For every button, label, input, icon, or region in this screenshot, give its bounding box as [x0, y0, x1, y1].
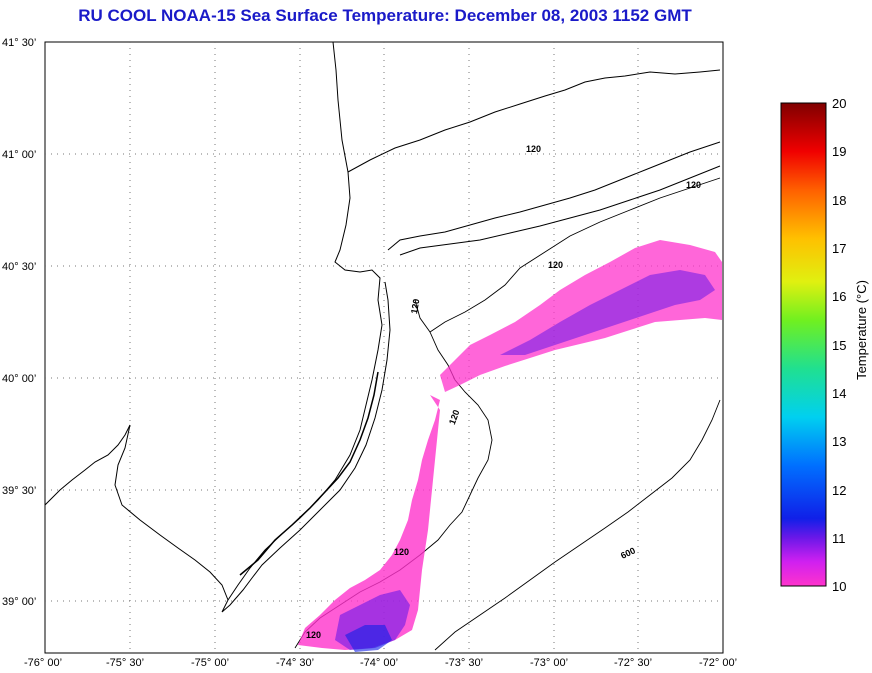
svg-text:120: 120: [394, 547, 409, 557]
svg-text:-73° 30’: -73° 30’: [445, 657, 483, 669]
lat-labels: 41° 30’ 41° 00’ 40° 30’ 40° 00’ 39° 30’ …: [2, 37, 36, 608]
svg-text:120: 120: [447, 408, 462, 426]
svg-text:-74° 00’: -74° 00’: [360, 657, 398, 669]
svg-text:11: 11: [832, 531, 846, 546]
svg-text:40° 00’: 40° 00’: [2, 373, 36, 385]
sst-data: [298, 240, 722, 652]
coastline: [45, 42, 721, 613]
svg-text:-73° 00’: -73° 00’: [530, 657, 568, 669]
svg-text:120: 120: [409, 298, 421, 315]
colorbar-ticks: 20 19 18 17 16 15 14 13 12 11 10: [832, 96, 846, 594]
sst-patch-shelf: [298, 395, 440, 650]
svg-text:17: 17: [832, 241, 846, 256]
sst-patch-shelf-cold: [345, 625, 392, 652]
svg-text:120: 120: [306, 630, 321, 640]
svg-text:39° 00’: 39° 00’: [2, 596, 36, 608]
svg-text:39° 30’: 39° 30’: [2, 485, 36, 497]
svg-text:40° 30’: 40° 30’: [2, 261, 36, 273]
svg-text:18: 18: [832, 193, 846, 208]
colorbar-label: Temperature (°C): [854, 280, 869, 380]
svg-text:12: 12: [832, 483, 846, 498]
svg-text:19: 19: [832, 144, 846, 159]
colorbar-scale: [780, 102, 827, 587]
svg-text:-74° 30’: -74° 30’: [276, 657, 314, 669]
svg-text:10: 10: [832, 579, 846, 594]
svg-text:16: 16: [832, 289, 846, 304]
svg-text:-76° 00’: -76° 00’: [24, 657, 62, 669]
svg-text:20: 20: [832, 96, 846, 111]
svg-text:15: 15: [832, 338, 846, 353]
svg-text:-75° 00’: -75° 00’: [191, 657, 229, 669]
colorbar: 20 19 18 17 16 15 14 13 12 11 10 Tempera…: [780, 96, 869, 594]
svg-text:-72° 00’: -72° 00’: [699, 657, 737, 669]
svg-text:120: 120: [526, 144, 541, 154]
map-frame: [44, 41, 724, 654]
svg-text:41° 00’: 41° 00’: [2, 149, 36, 161]
map-title: RU COOL NOAA-15 Sea Surface Temperature:…: [78, 6, 692, 25]
sst-patch-ne-core: [500, 270, 715, 355]
svg-text:120: 120: [548, 260, 563, 270]
lon-labels: -76° 00’ -75° 30’ -75° 00’ -74° 30’ -74°…: [24, 657, 737, 669]
svg-text:-75° 30’: -75° 30’: [106, 657, 144, 669]
svg-text:41° 30’: 41° 30’: [2, 37, 36, 49]
svg-text:13: 13: [832, 434, 846, 449]
isobath-labels: 120 120 120 120 120 120 120 600: [306, 144, 701, 640]
svg-text:14: 14: [832, 386, 846, 401]
svg-text:-72° 30’: -72° 30’: [614, 657, 652, 669]
svg-text:120: 120: [686, 180, 701, 190]
